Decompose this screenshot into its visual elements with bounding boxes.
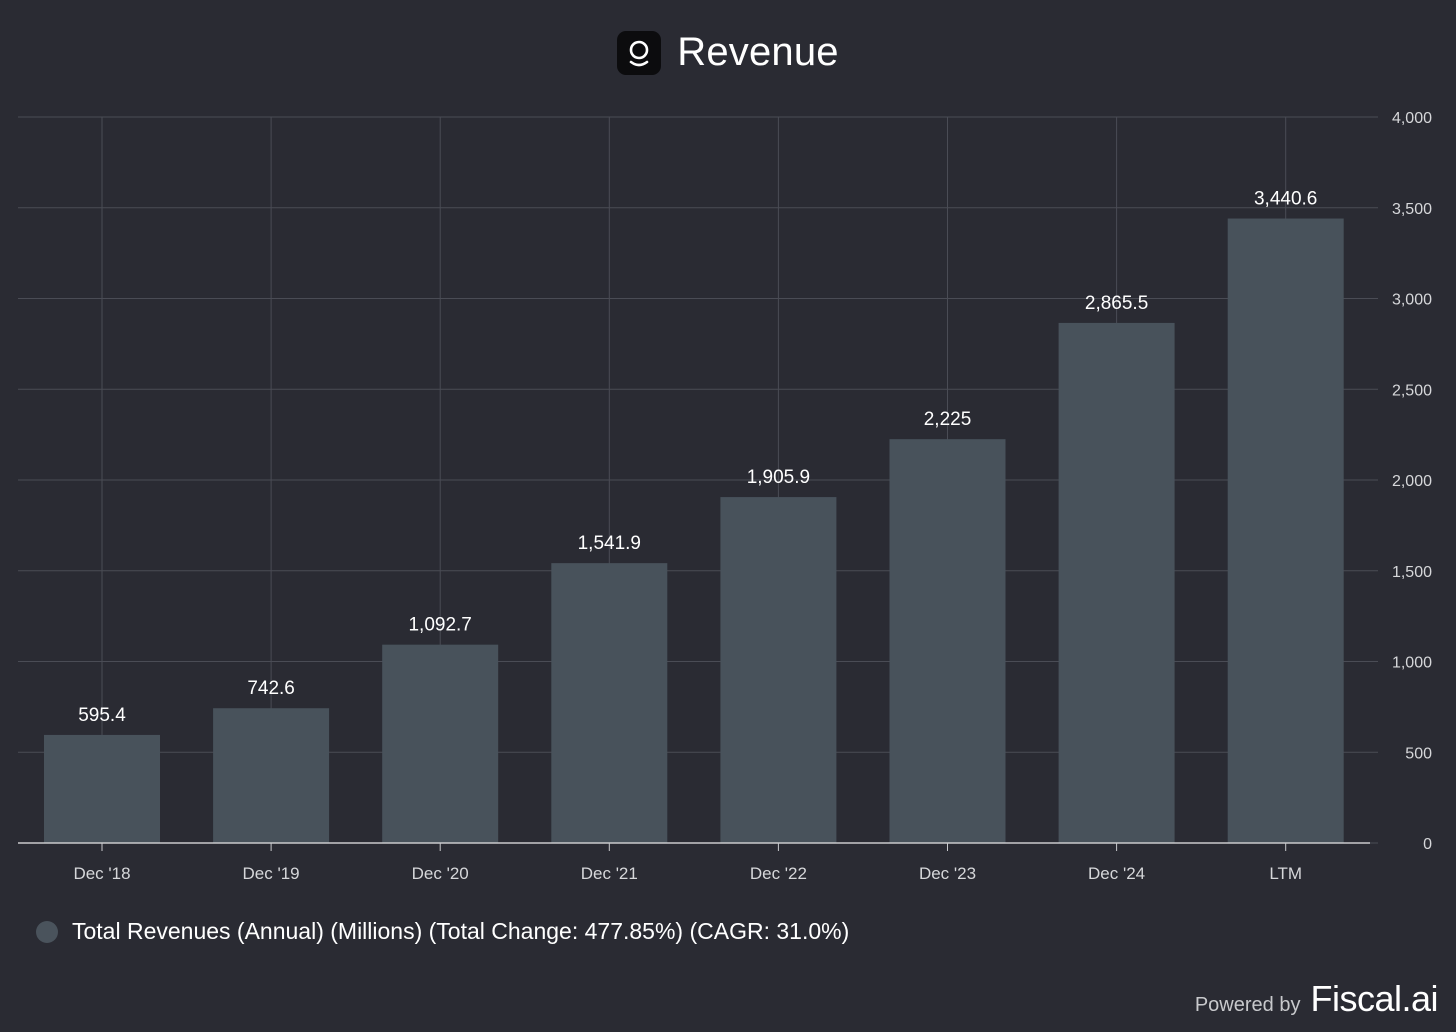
bar-value-label: 1,905.9 bbox=[747, 467, 810, 488]
bar-value-label: 3,440.6 bbox=[1254, 189, 1317, 210]
x-tick-label: Dec '24 bbox=[1088, 864, 1145, 883]
legend-label: Total Revenues (Annual) (Millions) (Tota… bbox=[72, 918, 850, 944]
y-tick-label: 3,500 bbox=[1392, 201, 1432, 218]
bar bbox=[720, 497, 837, 843]
x-tick-label: Dec '22 bbox=[750, 864, 807, 883]
bar bbox=[1227, 218, 1344, 843]
chart-title-bar: Revenue bbox=[0, 30, 1456, 75]
x-tick-label: Dec '21 bbox=[581, 864, 638, 883]
bar-value-label: 1,092.7 bbox=[408, 615, 471, 636]
fiscal-ai-logo: Fiscal.ai bbox=[1310, 978, 1438, 1019]
x-tick-label: Dec '18 bbox=[73, 864, 130, 883]
bar bbox=[44, 734, 160, 843]
chart-title: Revenue bbox=[677, 30, 839, 74]
bar bbox=[551, 563, 668, 843]
y-tick-label: 1,000 bbox=[1392, 655, 1432, 672]
y-tick-label: 1,500 bbox=[1392, 564, 1432, 581]
revenue-bar-chart: 0 500 1,000 1,500 2,000 2,500 3,000 3,500 4,000 5… bbox=[18, 110, 1432, 883]
x-tick-label: Dec '19 bbox=[243, 864, 300, 883]
bar-value-label: 2,225 bbox=[924, 409, 972, 430]
bar-value-label: 742.6 bbox=[247, 678, 295, 699]
bar-value-label: 1,541.9 bbox=[578, 533, 641, 554]
y-tick-label: 3,000 bbox=[1392, 292, 1432, 309]
bar-value-label: 2,865.5 bbox=[1085, 293, 1148, 314]
bar-value-label: 595.4 bbox=[78, 705, 126, 726]
legend-swatch bbox=[36, 920, 58, 943]
chart-legend[interactable]: Total Revenues (Annual) (Millions) (Tota… bbox=[36, 918, 849, 945]
x-tick-label: Dec '20 bbox=[412, 864, 469, 883]
bar bbox=[889, 439, 1006, 843]
y-tick-label: 2,500 bbox=[1392, 382, 1432, 399]
powered-by-footer[interactable]: Powered by Fiscal.ai bbox=[1194, 978, 1439, 1020]
y-tick-label: 2,000 bbox=[1392, 473, 1432, 490]
company-logo-icon bbox=[617, 30, 662, 75]
bar bbox=[213, 708, 330, 843]
y-tick-label: 500 bbox=[1405, 745, 1432, 762]
y-tick-label: 4,000 bbox=[1392, 110, 1432, 127]
bar bbox=[1058, 322, 1175, 843]
y-tick-label: 0 bbox=[1423, 836, 1432, 853]
x-tick-label: Dec '23 bbox=[919, 864, 976, 883]
bar bbox=[382, 644, 499, 843]
powered-by-label: Powered by bbox=[1194, 994, 1301, 1016]
x-tick-label: LTM bbox=[1269, 864, 1302, 883]
